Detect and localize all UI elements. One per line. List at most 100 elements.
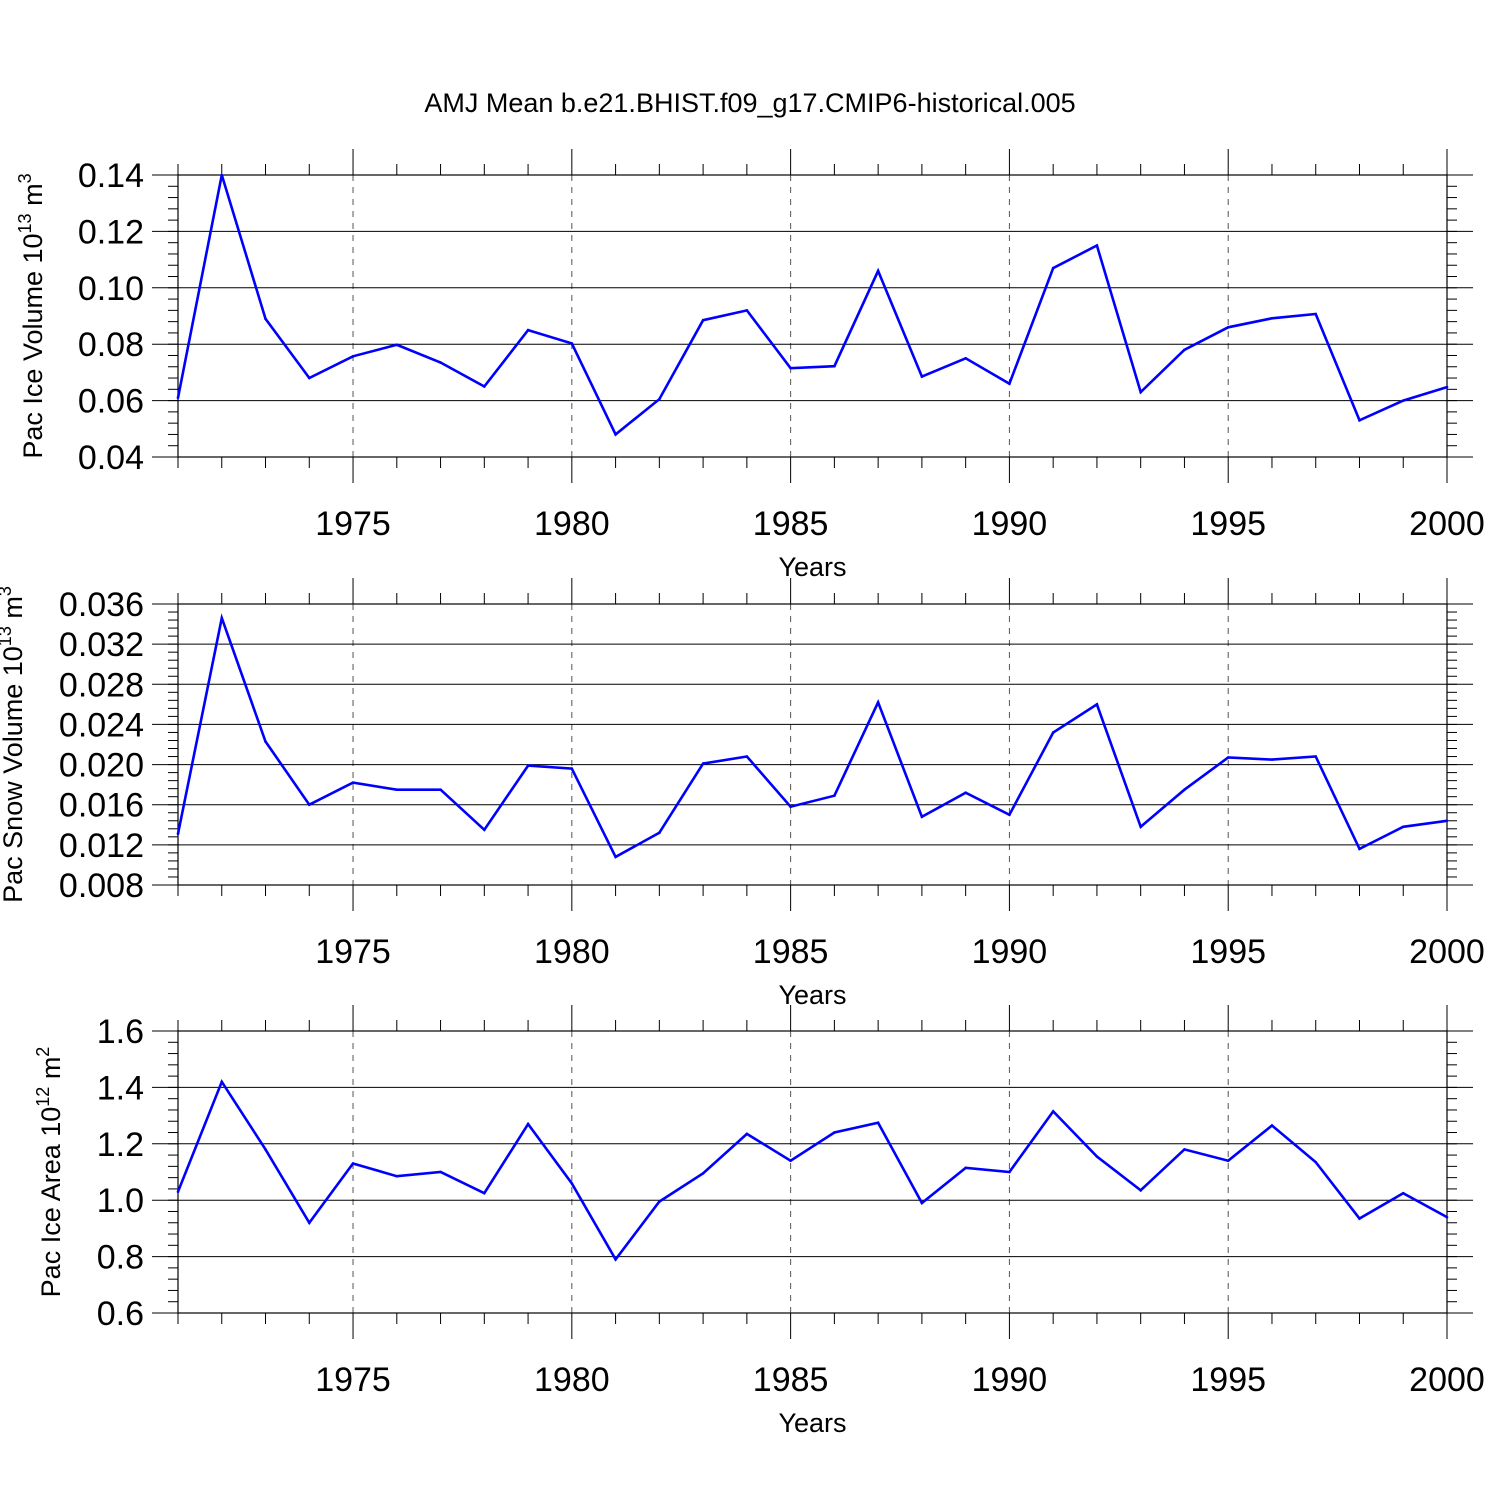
y-axis-title-unit: m bbox=[0, 596, 28, 626]
data-point bbox=[570, 1181, 574, 1185]
data-point bbox=[1183, 1148, 1186, 1151]
data-point bbox=[1445, 819, 1449, 823]
x-tick-label: 1990 bbox=[972, 1361, 1048, 1399]
data-point bbox=[658, 831, 661, 835]
series-line bbox=[176, 1078, 1448, 1262]
y-tick-label: 0.12 bbox=[78, 213, 144, 251]
x-tick-label: 1995 bbox=[1190, 1361, 1266, 1399]
y-axis-title-text: Pac Ice Area 10 bbox=[36, 1107, 66, 1298]
data-point bbox=[1095, 1155, 1099, 1158]
data-point bbox=[1445, 385, 1449, 389]
y-tick-label: 0.04 bbox=[78, 439, 144, 477]
data-point bbox=[395, 788, 399, 791]
data-point bbox=[920, 1201, 924, 1205]
y-axis-title-unit-exponent: 3 bbox=[0, 586, 15, 596]
data-point bbox=[483, 1191, 486, 1195]
data-point bbox=[395, 1174, 399, 1178]
y-axis-title-exponent: 12 bbox=[33, 1087, 53, 1107]
data-point bbox=[964, 1166, 967, 1170]
data-point bbox=[701, 318, 705, 322]
data-point bbox=[1051, 1110, 1055, 1113]
data-point bbox=[526, 764, 530, 767]
data-point bbox=[264, 317, 267, 321]
data-point bbox=[876, 269, 880, 273]
data-point bbox=[614, 855, 617, 859]
y-axis-title-exponent: 13 bbox=[15, 213, 35, 233]
data-point bbox=[1314, 1160, 1318, 1164]
x-axis-title: Years bbox=[778, 980, 846, 1010]
data-point bbox=[1095, 703, 1099, 706]
data-point bbox=[1358, 419, 1361, 422]
y-tick-label: 0.024 bbox=[59, 706, 144, 744]
x-tick-label: 1985 bbox=[753, 1361, 829, 1399]
data-point bbox=[307, 376, 311, 380]
x-axis-title: Years bbox=[778, 1408, 846, 1438]
data-point bbox=[570, 767, 574, 770]
data-point bbox=[439, 361, 442, 364]
y-tick-label: 0.036 bbox=[59, 586, 144, 624]
data-point bbox=[307, 803, 311, 807]
y-axis-title: Pac Snow Volume 1013 m3 bbox=[0, 586, 28, 903]
data-point bbox=[1401, 1191, 1405, 1195]
plot-frame bbox=[177, 603, 1448, 886]
data-point bbox=[264, 1148, 267, 1151]
x-tick-label: 1985 bbox=[753, 505, 829, 543]
data-point bbox=[1226, 756, 1230, 759]
y-axis-title-unit-exponent: 2 bbox=[33, 1047, 53, 1057]
data-point bbox=[1008, 813, 1011, 817]
data-point bbox=[526, 1122, 530, 1126]
x-tick-label: 1995 bbox=[1190, 505, 1266, 543]
data-point bbox=[1358, 847, 1361, 851]
x-tick-label: 1975 bbox=[315, 1361, 391, 1399]
data-point bbox=[1226, 325, 1230, 329]
y-tick-label: 0.012 bbox=[59, 827, 144, 865]
y-tick-label: 0.10 bbox=[78, 270, 144, 308]
x-tick-label: 1985 bbox=[753, 933, 829, 971]
data-point bbox=[220, 1080, 224, 1084]
data-point bbox=[526, 328, 530, 332]
y-tick-label: 0.016 bbox=[59, 787, 144, 825]
data-point bbox=[1183, 348, 1186, 352]
plot-frame bbox=[177, 1030, 1448, 1314]
data-point bbox=[701, 1172, 705, 1175]
panel-snow-volume: 0.0080.0120.0160.0200.0240.0280.0320.036… bbox=[0, 578, 1485, 1010]
data-point bbox=[439, 788, 442, 791]
data-point bbox=[1401, 825, 1405, 829]
panel-ice-area: 0.6 0.8 1.0 1.2 1.4 1.6 1975 1980 1985 1990 1995 20… bbox=[33, 1005, 1485, 1438]
x-tick-label: 1980 bbox=[534, 1361, 610, 1399]
data-point bbox=[1051, 266, 1055, 270]
x-axis-title: Years bbox=[778, 552, 846, 582]
y-tick-label: 1.2 bbox=[97, 1126, 144, 1164]
data-point bbox=[570, 342, 574, 345]
data-point bbox=[351, 355, 355, 358]
data-point bbox=[745, 755, 749, 758]
data-point bbox=[1358, 1217, 1361, 1220]
y-tick-label: 0.08 bbox=[78, 326, 144, 364]
y-axis-title-text: Pac Snow Volume 10 bbox=[0, 646, 28, 903]
data-point bbox=[264, 740, 267, 743]
data-point bbox=[745, 1132, 749, 1136]
y-axis-title: Pac Ice Area 1012 m2 bbox=[33, 1047, 66, 1298]
y-tick-label: 0.14 bbox=[78, 157, 144, 195]
x-tick-label: 1980 bbox=[534, 933, 610, 971]
x-tick-label: 1990 bbox=[972, 933, 1048, 971]
data-point bbox=[220, 173, 224, 177]
y-tick-label: 0.028 bbox=[59, 666, 144, 704]
panel-ice-volume: 0.04 0.06 0.08 0.10 0.12 0.14 1975 1980 1985 1990… bbox=[15, 149, 1485, 582]
x-tick-label: 1990 bbox=[972, 505, 1048, 543]
y-tick-label: 0.06 bbox=[78, 383, 144, 421]
data-point bbox=[876, 701, 880, 704]
data-point bbox=[1095, 244, 1099, 247]
data-point bbox=[1270, 316, 1274, 320]
y-axis-title-unit: m bbox=[36, 1057, 66, 1087]
data-point bbox=[176, 396, 180, 400]
y-tick-label: 1.4 bbox=[97, 1069, 144, 1107]
data-point bbox=[614, 433, 617, 436]
data-point bbox=[920, 815, 924, 819]
y-tick-label: 1.0 bbox=[97, 1182, 144, 1220]
x-tick-label: 1975 bbox=[315, 933, 391, 971]
y-tick-label: 0.008 bbox=[59, 867, 144, 905]
x-tick-label: 1995 bbox=[1190, 933, 1266, 971]
